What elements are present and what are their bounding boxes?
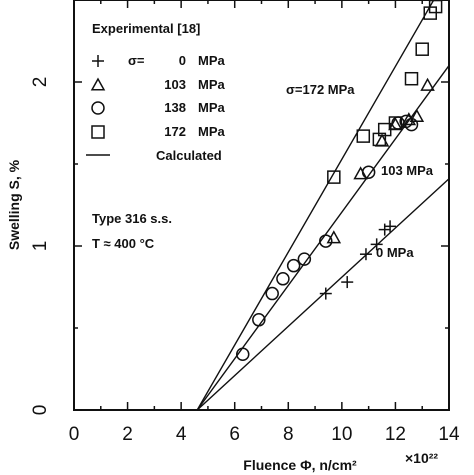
y-tick-labels: 0 1 2 xyxy=(30,77,51,416)
x-tick-label: 2 xyxy=(122,424,133,445)
circle-marker xyxy=(361,165,376,179)
calculated-line-0-mpa xyxy=(196,178,450,411)
triangle-marker xyxy=(353,166,368,180)
circle-marker xyxy=(276,272,290,286)
plus-marker xyxy=(370,238,383,251)
circle-marker xyxy=(297,252,312,266)
data-markers xyxy=(236,0,443,361)
line-172-label: σ=172 MPa xyxy=(286,82,355,97)
legend-label-2: 138 xyxy=(164,100,186,115)
y-tick-label: 1 xyxy=(30,241,51,252)
y-axis-label: Swelling S, % xyxy=(6,159,22,250)
legend-unit-2: MPa xyxy=(198,100,226,115)
y-tick-label: 0 xyxy=(30,405,51,416)
x-tick-labels: 0 2 4 6 8 10 12 14 xyxy=(69,424,460,445)
circle-marker xyxy=(236,347,250,361)
x-axis-label: Fluence Φ, n/cm² xyxy=(243,457,357,473)
circle-marker xyxy=(404,117,419,132)
circle-marker xyxy=(319,234,333,248)
plus-marker xyxy=(341,276,354,289)
calculated-lines xyxy=(196,0,450,411)
legend-label-0: 0 xyxy=(179,53,186,68)
plus-marker xyxy=(359,248,372,261)
calculated-line-103-mpa xyxy=(196,65,450,411)
plus-marker xyxy=(384,220,397,233)
triangle-marker xyxy=(374,133,390,147)
square-marker xyxy=(327,170,341,184)
square-marker xyxy=(415,42,429,56)
x-tick-label: 14 xyxy=(438,424,460,445)
temperature-annotation: T ≈ 400 °C xyxy=(92,236,155,251)
calculated-line-172-mpa xyxy=(196,0,435,411)
legend-triangle-icon xyxy=(90,77,106,91)
x-tick-label: 10 xyxy=(331,424,352,445)
plus-marker xyxy=(319,287,332,300)
square-marker xyxy=(356,129,371,143)
x-tick-label: 6 xyxy=(229,424,240,445)
legend-label-4: Calculated xyxy=(156,148,222,163)
line-0-label: 0 MPa xyxy=(376,245,414,260)
axis-ticks xyxy=(73,0,450,411)
legend-plus-icon xyxy=(92,55,104,67)
x-tick-label: 8 xyxy=(283,424,294,445)
legend-heading: Experimental [18] xyxy=(92,21,200,36)
circle-marker xyxy=(286,258,301,273)
material-annotation: Type 316 s.s. xyxy=(92,211,172,226)
triangle-marker xyxy=(420,77,435,91)
legend-circle-icon xyxy=(91,101,105,115)
y-tick-label: 2 xyxy=(30,77,51,88)
legend-unit-0: MPa xyxy=(198,53,226,68)
x-axis-multiplier: ×10²² xyxy=(405,450,438,466)
legend-square-icon xyxy=(91,125,105,139)
legend-markers xyxy=(86,55,110,156)
circle-marker xyxy=(265,286,279,301)
square-marker xyxy=(428,0,443,14)
legend-label-1: 103 xyxy=(164,77,186,92)
square-marker xyxy=(388,116,403,130)
legend-unit-1: MPa xyxy=(198,77,226,92)
line-103-label: 103 MPa xyxy=(381,163,434,178)
legend-unit-3: MPa xyxy=(198,124,226,139)
legend-sigma-label: σ= xyxy=(128,53,145,68)
square-marker xyxy=(404,71,419,86)
x-tick-label: 12 xyxy=(385,424,406,445)
circle-marker xyxy=(252,313,266,327)
legend-label-3: 172 xyxy=(164,124,186,139)
legend: Experimental [18] σ= 0 MPa 103 MPa 138 M… xyxy=(86,21,226,163)
x-tick-label: 4 xyxy=(176,424,187,445)
x-tick-label: 0 xyxy=(69,424,80,445)
